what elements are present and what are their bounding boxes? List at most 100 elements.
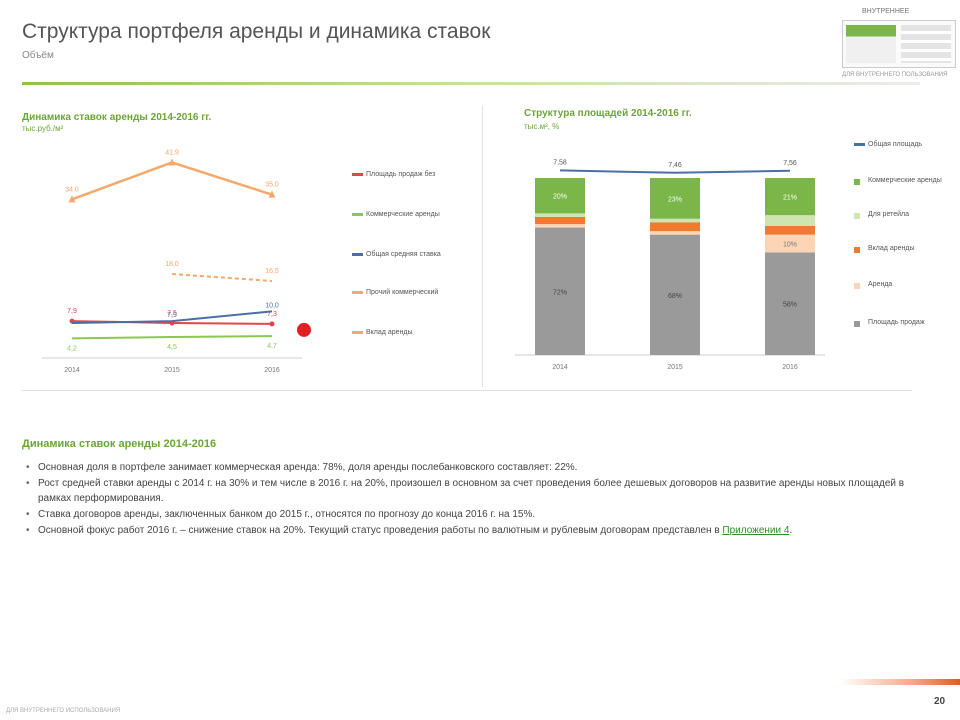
legend-label: Общая средняя ставка [366,251,441,258]
legend-label: Общая площадь [868,141,923,148]
legend-label: Для ретейла [868,211,910,218]
legend-item: Аренда [854,280,958,289]
line-point [168,158,176,166]
legend-item: Площадь продаж без [352,170,456,179]
legend-label: Вклад аренды [366,329,413,336]
bar-segment [535,216,585,225]
bar-segment [535,178,585,214]
bar-segment [535,224,585,228]
page-title: Структура портфеля аренды и динамика ста… [22,20,491,43]
bar-chart-legend: Общая площадь Коммерческие аренды Для рете… [854,140,954,350]
data-label: 18,0 [165,261,179,268]
legend-swatch [352,291,363,294]
data-label: 7,3 [267,311,277,318]
legend-item: Вклад аренды [352,328,456,337]
legend-label: Прочий коммерческий [366,289,439,296]
x-tick-label: 2014 [64,367,80,374]
corner-thumbnail [842,20,956,68]
data-label: 68% [668,293,682,300]
bullet-text: Рост средней ставки аренды с 2014 г. на … [38,478,905,504]
legend-swatch [854,179,860,185]
data-label: 7,46 [668,162,682,169]
bullet-text: Основной фокус работ 2016 г. – снижение … [38,525,723,536]
legend-label: Площадь продаж без [366,171,436,178]
legend-label: Аренда [868,281,893,288]
total-line [559,169,791,174]
data-label: 7,5 [167,310,177,317]
legend-item: Общая средняя ставка [352,250,456,259]
data-label: 34,0 [65,186,79,193]
data-label: 4,5 [167,344,177,351]
legend-item: Для ретейла [854,210,958,219]
legend-swatch [854,213,860,219]
data-label: 4,2 [67,345,77,352]
footer-accent-bar [840,679,960,685]
footer-note: ДЛЯ ВНУТРЕННЕГО ИСПОЛЬЗОВАНИЯ [6,708,121,714]
bar-segment [650,231,700,235]
chart-divider [482,105,483,387]
bar-segment [765,234,815,253]
bullet-item: Основной фокус работ 2016 г. – снижение … [26,523,918,538]
data-label: 21% [783,195,797,202]
data-label: 7,9 [167,312,177,319]
legend-item: Коммерческие аренды [352,210,456,219]
legend-swatch [854,321,860,327]
section-heading: Динамика ставок аренды 2014-2016 [22,438,217,450]
data-label: 10,0 [265,302,279,309]
legend-label: Площадь продаж [868,319,925,326]
data-label: 72% [553,289,567,296]
x-tick-label: 2015 [667,364,683,371]
data-label: 35,0 [265,182,279,189]
data-label: 16,5 [265,268,279,275]
legend-swatch [352,331,363,334]
x-tick-label: 2014 [552,364,568,371]
legend-label: Вклад аренды [868,245,915,252]
line-point [268,190,276,198]
right-chart-subtitle: тыс.м², % [524,122,560,131]
x-tick-label: 2015 [164,367,180,374]
legend-item: Прочий коммерческий [352,288,456,297]
line-series-3 [171,273,273,282]
line-series-2 [71,310,273,324]
data-label: 23% [668,196,682,203]
bullet-item: Ставка договоров аренды, заключенных бан… [26,507,918,522]
thumbnail-cell [846,25,896,63]
right-chart-title: Структура площадей 2014-2016 гг. [524,108,692,119]
data-label: 7,58 [553,159,567,166]
line-chart-legend: Площадь продаж без Коммерческие аренды Общ… [352,170,452,370]
legend-label: Коммерческие аренды [366,211,440,218]
data-label: 7,56 [783,160,797,167]
bar-segment [535,227,585,355]
bar-segment [650,218,700,223]
bullet-item: Рост средней ставки аренды с 2014 г. на … [26,476,918,506]
data-label: 10% [783,241,797,248]
line-point [68,195,76,203]
page-subtitle: Объём [22,50,54,61]
bar-segment [765,215,815,226]
legend-item: Коммерческие аренды [854,176,958,185]
data-label: 20% [553,194,567,201]
bar-segment [765,178,815,216]
data-label: 41,9 [165,149,179,156]
line-point [269,321,275,327]
section-divider [22,390,912,391]
thumbnail-cell [901,25,951,63]
legend-swatch [352,253,363,256]
left-chart-subtitle: тыс.руб./м² [22,124,64,133]
bullet-list: Основная доля в портфеле занимает коммер… [22,460,918,539]
x-tick-label: 2016 [782,364,798,371]
corner-caption: ДЛЯ ВНУТРЕННЕГО ПОЛЬЗОВАНИЯ [842,72,948,78]
left-chart-title: Динамика ставок аренды 2014-2016 гг. [22,112,212,123]
highlight-marker [297,322,311,337]
page-number: 20 [934,696,946,707]
bar-segment [650,234,700,355]
legend-swatch [854,247,860,253]
bullet-text: Ставка договоров аренды, заключенных бан… [38,509,536,520]
bullet-tail: . [789,525,793,536]
bar-segment [650,222,700,232]
appendix-link[interactable]: Приложении 4 [722,525,790,536]
stacked-bar-chart: 72% 20% 2014 68% 23% 2015 58% 10% 21% 2016 7,58 7,4… [515,159,825,371]
bar-segment [650,178,700,219]
legend-label: Коммерческие аренды [868,177,942,184]
